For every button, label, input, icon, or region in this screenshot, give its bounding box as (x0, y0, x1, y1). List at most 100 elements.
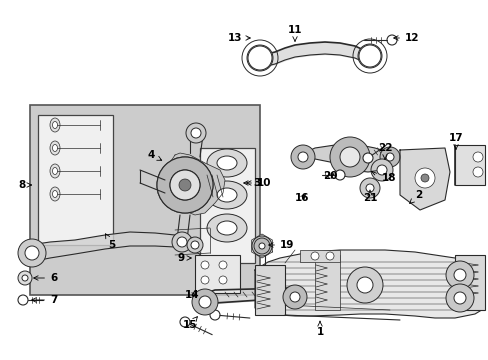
Circle shape (201, 276, 208, 284)
Circle shape (334, 170, 345, 180)
Circle shape (356, 277, 372, 293)
Text: 10: 10 (246, 178, 271, 188)
Circle shape (359, 178, 379, 198)
Circle shape (172, 232, 192, 252)
Circle shape (414, 168, 434, 188)
Ellipse shape (52, 190, 58, 198)
Ellipse shape (50, 164, 60, 178)
Circle shape (376, 165, 386, 175)
Circle shape (453, 292, 465, 304)
Text: 4: 4 (147, 150, 162, 160)
Bar (454, 255, 484, 310)
Text: 20: 20 (323, 171, 337, 181)
Circle shape (310, 252, 318, 260)
Circle shape (22, 275, 28, 281)
Text: 6: 6 (34, 273, 57, 283)
Circle shape (346, 267, 382, 303)
Text: 18: 18 (371, 171, 396, 183)
Text: 16: 16 (294, 193, 309, 203)
Circle shape (177, 237, 186, 247)
Ellipse shape (217, 156, 237, 170)
Ellipse shape (52, 167, 58, 175)
Ellipse shape (52, 144, 58, 152)
Circle shape (175, 175, 195, 195)
Circle shape (201, 261, 208, 269)
Circle shape (290, 145, 314, 169)
Text: 14: 14 (184, 290, 199, 300)
Circle shape (18, 271, 32, 285)
Circle shape (251, 236, 271, 256)
Text: 9: 9 (177, 253, 191, 263)
Ellipse shape (50, 118, 60, 132)
Ellipse shape (50, 141, 60, 155)
Text: 21: 21 (362, 190, 376, 203)
Text: 8: 8 (18, 180, 31, 190)
Bar (195, 255, 240, 293)
Circle shape (357, 44, 381, 68)
Polygon shape (399, 148, 449, 210)
Circle shape (365, 184, 373, 192)
Polygon shape (254, 250, 484, 318)
Circle shape (453, 269, 465, 281)
Text: 5: 5 (105, 234, 115, 250)
Circle shape (18, 239, 46, 267)
Circle shape (362, 153, 372, 163)
Text: 3: 3 (243, 178, 260, 188)
Circle shape (472, 167, 482, 177)
Ellipse shape (50, 187, 60, 201)
Text: 15: 15 (183, 317, 197, 330)
Circle shape (283, 285, 306, 309)
Circle shape (385, 153, 393, 161)
Text: 7: 7 (32, 295, 57, 305)
Circle shape (18, 295, 28, 305)
Circle shape (191, 128, 201, 138)
Circle shape (445, 284, 473, 312)
Polygon shape (251, 234, 272, 258)
Text: 11: 11 (287, 25, 302, 41)
Circle shape (185, 123, 205, 143)
Bar (30, 105, 260, 295)
Text: 2: 2 (409, 190, 421, 203)
Bar (454, 145, 484, 185)
Bar (299, 250, 339, 262)
Text: 17: 17 (448, 133, 462, 149)
Circle shape (257, 241, 266, 251)
Text: 1: 1 (316, 321, 323, 337)
Polygon shape (299, 145, 394, 172)
Circle shape (170, 170, 200, 200)
Circle shape (325, 252, 333, 260)
Circle shape (358, 45, 380, 67)
Circle shape (191, 241, 199, 249)
Circle shape (339, 147, 359, 167)
Ellipse shape (206, 181, 246, 209)
Circle shape (386, 35, 396, 45)
Circle shape (445, 261, 473, 289)
Circle shape (170, 170, 200, 200)
Circle shape (364, 51, 374, 61)
Circle shape (247, 46, 271, 70)
Circle shape (297, 152, 307, 162)
Circle shape (180, 180, 190, 190)
Circle shape (253, 238, 269, 254)
Circle shape (289, 292, 299, 302)
Circle shape (379, 147, 399, 167)
Circle shape (370, 159, 392, 181)
Circle shape (472, 152, 482, 162)
Circle shape (199, 296, 210, 308)
Circle shape (157, 157, 213, 213)
Bar (314, 255, 339, 310)
Bar (254, 265, 285, 315)
Circle shape (186, 237, 203, 253)
Ellipse shape (206, 149, 246, 177)
Circle shape (209, 310, 220, 320)
Text: 12: 12 (393, 33, 419, 43)
Circle shape (259, 243, 264, 249)
Polygon shape (164, 153, 224, 215)
Circle shape (192, 289, 218, 315)
Circle shape (219, 276, 226, 284)
Circle shape (253, 52, 265, 64)
Ellipse shape (217, 221, 237, 235)
Circle shape (179, 179, 191, 191)
Bar (200, 148, 254, 263)
Ellipse shape (217, 188, 237, 202)
